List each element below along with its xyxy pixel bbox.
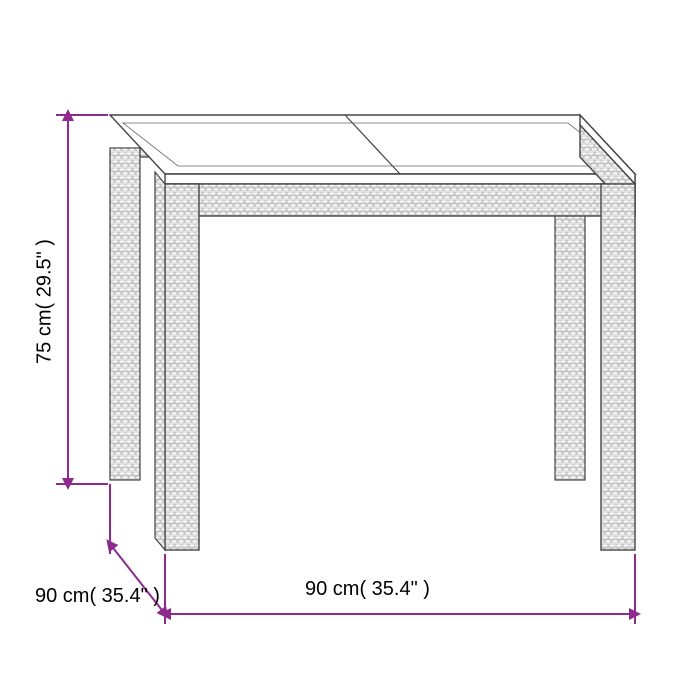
depth-label: 90 cm( 35.4" )	[35, 585, 160, 608]
depth-cm: 90 cm	[35, 585, 89, 607]
height-cm: 75 cm	[34, 310, 56, 364]
width-in: ( 35.4" )	[359, 578, 429, 600]
width-label: 90 cm( 35.4" )	[305, 578, 430, 601]
depth-in: ( 35.4" )	[89, 585, 159, 607]
figure-container: 75 cm( 29.5" ) 90 cm( 35.4" ) 90 cm( 35.…	[0, 0, 700, 700]
height-in: ( 29.5" )	[34, 239, 56, 309]
height-label: 75 cm( 29.5" )	[34, 212, 57, 392]
width-cm: 90 cm	[305, 578, 359, 600]
